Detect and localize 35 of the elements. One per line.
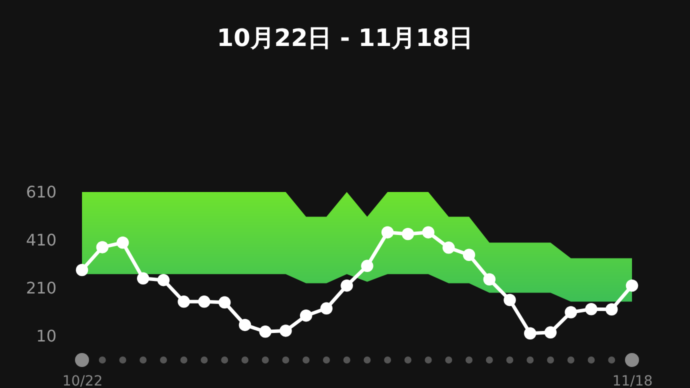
point bbox=[178, 296, 190, 308]
point bbox=[626, 279, 638, 292]
point bbox=[585, 303, 598, 316]
point bbox=[422, 226, 434, 238]
point bbox=[280, 324, 292, 337]
y-tick-label: 210 bbox=[26, 278, 56, 298]
chart-title: 10月22日 - 11月18日 bbox=[216, 24, 474, 52]
x-tick-label: 11/18 bbox=[612, 374, 653, 388]
point bbox=[198, 296, 210, 308]
point bbox=[76, 264, 88, 276]
point bbox=[340, 279, 353, 292]
point bbox=[544, 326, 557, 339]
point bbox=[504, 294, 516, 306]
point bbox=[136, 272, 150, 285]
point bbox=[381, 226, 394, 238]
point bbox=[564, 306, 578, 318]
point bbox=[483, 273, 496, 286]
point bbox=[442, 242, 455, 254]
point bbox=[320, 302, 333, 315]
point bbox=[606, 303, 618, 316]
point bbox=[259, 326, 272, 338]
point bbox=[218, 296, 231, 309]
y-tick-label: 410 bbox=[26, 230, 56, 250]
y-tick-label: 10 bbox=[36, 326, 56, 346]
x-tick-label: 10/22 bbox=[62, 374, 103, 388]
point bbox=[116, 236, 129, 249]
point bbox=[402, 228, 414, 240]
y-tick-label: 610 bbox=[26, 182, 56, 202]
point bbox=[238, 318, 252, 332]
point bbox=[524, 327, 536, 340]
point bbox=[157, 274, 170, 286]
point bbox=[300, 309, 312, 322]
point bbox=[361, 260, 374, 272]
point bbox=[96, 241, 108, 254]
point bbox=[462, 248, 476, 261]
